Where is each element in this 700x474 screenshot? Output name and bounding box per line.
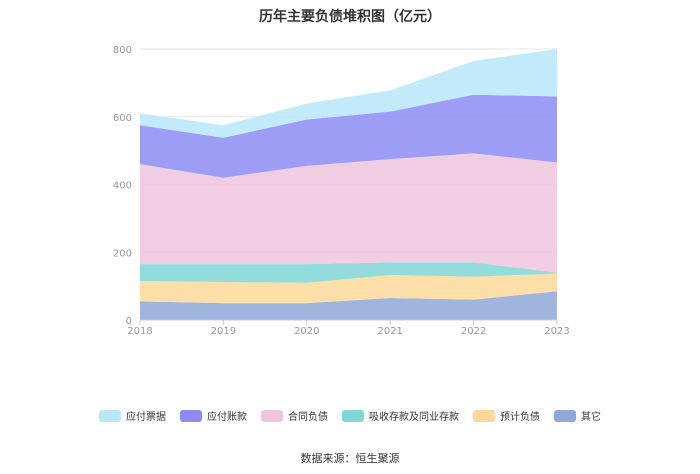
- legend-swatch: [342, 409, 364, 422]
- y-tick-label: 400: [113, 181, 132, 192]
- legend-item[interactable]: 应付账款: [180, 408, 247, 423]
- legend-item[interactable]: 应付票据: [99, 408, 166, 423]
- x-tick-label: 2021: [377, 326, 402, 337]
- legend-label: 应付账款: [207, 412, 247, 423]
- legend-swatch: [261, 409, 283, 422]
- legend-swatch: [180, 409, 202, 422]
- legend-label: 吸收存款及同业存款: [369, 412, 459, 423]
- stacked-area-chart: 0 200 400 600 800 2018 2019 2020 2021 2022 2023: [113, 45, 570, 337]
- data-source: 数据来源：恒生聚源: [300, 452, 400, 465]
- legend-item[interactable]: 其它: [554, 408, 601, 423]
- chart-title: 历年主要负债堆积图（亿元）: [259, 9, 441, 25]
- legend-item[interactable]: 预计负债: [473, 408, 540, 423]
- x-tick-label: 2022: [461, 326, 486, 337]
- x-tick-label: 2018: [127, 326, 152, 337]
- y-tick-label: 800: [113, 45, 132, 56]
- x-tick-label: 2023: [544, 326, 569, 337]
- y-tick-label: 600: [113, 113, 132, 124]
- area-吸收存款及同业存款: [140, 262, 557, 283]
- area-应付账款: [140, 94, 557, 178]
- area-预计负债: [140, 273, 557, 304]
- legend: 应付票据 应付账款 合同负债 吸收存款及同业存款 预计负债 其它: [0, 408, 700, 423]
- x-axis: 2018 2019 2020 2021 2022 2023: [127, 319, 570, 337]
- y-tick-label: 0: [126, 316, 132, 327]
- x-tick-label: 2019: [211, 326, 236, 337]
- legend-label: 预计负债: [500, 412, 540, 423]
- legend-swatch: [473, 409, 495, 422]
- legend-label: 合同负债: [288, 412, 328, 423]
- area-series: [140, 49, 557, 320]
- legend-label: 其它: [581, 412, 601, 423]
- legend-label: 应付票据: [126, 412, 166, 423]
- area-应付票据: [140, 49, 557, 138]
- legend-swatch: [554, 409, 576, 422]
- legend-item[interactable]: 吸收存款及同业存款: [342, 408, 459, 423]
- area-合同负债: [140, 153, 557, 273]
- legend-item[interactable]: 合同负债: [261, 408, 328, 423]
- legend-swatch: [99, 409, 121, 422]
- y-axis-ticks: 0 200 400 600 800: [113, 45, 132, 327]
- area-其它: [140, 291, 557, 320]
- y-tick-label: 200: [113, 248, 132, 259]
- x-tick-label: 2020: [294, 326, 319, 337]
